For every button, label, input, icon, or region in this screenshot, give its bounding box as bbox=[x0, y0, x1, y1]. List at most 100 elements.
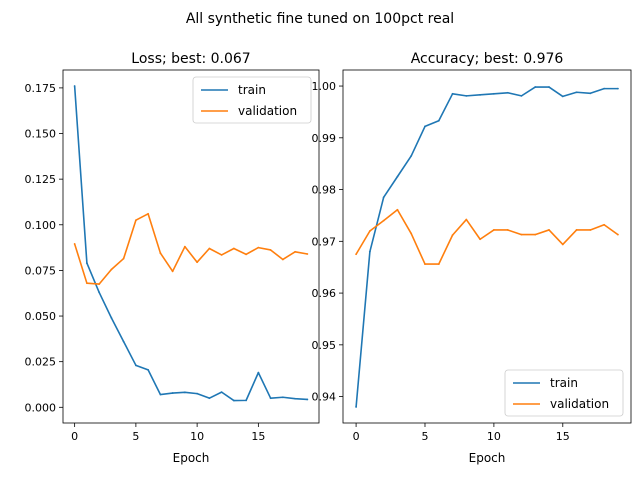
loss-validation-point bbox=[232, 247, 235, 250]
accuracy-train-point bbox=[410, 155, 413, 157]
loss-train-point bbox=[110, 316, 113, 319]
loss-train-point bbox=[134, 364, 137, 367]
loss-train-point bbox=[73, 85, 76, 87]
accuracy-validation-point bbox=[561, 243, 564, 246]
loss-y-tick-label: 0.100 bbox=[25, 219, 57, 232]
accuracy-validation-point bbox=[534, 233, 537, 236]
loss-x-tick-label: 10 bbox=[190, 430, 204, 443]
loss-validation-point bbox=[122, 257, 125, 260]
accuracy-validation-point bbox=[479, 238, 482, 241]
accuracy-series-validation-line bbox=[355, 208, 619, 265]
accuracy-train-point bbox=[561, 95, 564, 98]
loss-y-tick-label: 0.000 bbox=[25, 401, 57, 414]
loss-y-tick-label: 0.125 bbox=[25, 173, 57, 186]
accuracy-train-point bbox=[603, 87, 606, 90]
loss-x-tick-label: 5 bbox=[132, 430, 139, 443]
accuracy-validation-point bbox=[603, 223, 606, 226]
accuracy-y-tick-label: 0.96 bbox=[312, 287, 337, 300]
accuracy-x-axis-label: Epoch bbox=[469, 451, 506, 465]
accuracy-validation-point bbox=[437, 263, 440, 265]
loss-validation-point bbox=[306, 253, 309, 255]
accuracy-x-tick-label: 15 bbox=[556, 430, 570, 443]
loss-legend-label-validation: validation bbox=[238, 104, 297, 118]
loss-train-point bbox=[306, 398, 309, 401]
accuracy-x-tick-label: 5 bbox=[421, 430, 428, 443]
accuracy-train-point bbox=[451, 92, 454, 95]
loss-train-point bbox=[294, 397, 297, 400]
accuracy-y-tick-label: 0.99 bbox=[312, 132, 337, 145]
loss-train-point bbox=[183, 391, 186, 394]
accuracy-validation-point bbox=[589, 229, 592, 231]
loss-validation-point bbox=[294, 250, 297, 253]
loss-train-point bbox=[281, 396, 284, 399]
accuracy-y-tick-label: 0.94 bbox=[312, 391, 337, 404]
loss-validation-point bbox=[73, 243, 76, 245]
accuracy-y-tick-label: 0.98 bbox=[312, 184, 337, 197]
accuracy-train-point bbox=[575, 91, 578, 94]
loss-train-point bbox=[220, 391, 223, 394]
accuracy-validation-point bbox=[355, 253, 357, 256]
loss-validation-point bbox=[98, 283, 101, 285]
accuracy-chart-panel: Accuracy; best: 0.976 0 5 10 15 0.94 0.95 0.96 0… bbox=[312, 51, 632, 465]
loss-legend: train validation bbox=[192, 76, 312, 124]
accuracy-plot-area bbox=[342, 69, 632, 424]
loss-validation-point bbox=[147, 212, 150, 215]
accuracy-validation-point bbox=[465, 218, 468, 221]
accuracy-validation-point bbox=[548, 229, 550, 231]
loss-x-tick-label: 0 bbox=[71, 430, 78, 443]
accuracy-train-point bbox=[479, 93, 482, 96]
loss-x-tick-label: 15 bbox=[251, 430, 265, 443]
accuracy-validation-point bbox=[520, 233, 523, 236]
accuracy-validation-point bbox=[410, 232, 413, 235]
loss-plot-area bbox=[62, 69, 320, 424]
loss-y-tick-label: 0.050 bbox=[25, 310, 57, 323]
figure-suptitle: All synthetic fine tuned on 100pct real bbox=[186, 11, 454, 27]
accuracy-validation-point bbox=[617, 233, 619, 236]
loss-validation-point bbox=[281, 258, 284, 261]
loss-y-tick-label: 0.025 bbox=[25, 356, 57, 369]
loss-train-point bbox=[85, 262, 88, 265]
accuracy-validation-point bbox=[506, 229, 509, 231]
loss-train-point bbox=[171, 392, 174, 394]
accuracy-train-point bbox=[424, 125, 426, 128]
loss-validation-point bbox=[85, 282, 88, 285]
accuracy-legend-label-train: train bbox=[550, 376, 578, 390]
loss-validation-point bbox=[245, 253, 248, 256]
loss-validation-point bbox=[183, 245, 186, 248]
accuracy-validation-point bbox=[451, 234, 454, 237]
loss-train-point bbox=[196, 392, 199, 395]
accuracy-validation-point bbox=[575, 229, 578, 231]
accuracy-series-train-line bbox=[355, 86, 618, 408]
accuracy-legend-label-validation: validation bbox=[550, 397, 609, 411]
loss-x-axis-label: Epoch bbox=[173, 451, 210, 465]
loss-train-point bbox=[269, 397, 272, 400]
loss-train-point bbox=[232, 399, 235, 402]
accuracy-y-tick-label: 0.97 bbox=[312, 235, 337, 248]
accuracy-validation-point bbox=[368, 230, 371, 232]
accuracy-train-point bbox=[534, 86, 537, 88]
accuracy-train-point bbox=[520, 94, 523, 97]
loss-validation-point bbox=[134, 219, 137, 222]
loss-train-point bbox=[257, 371, 260, 374]
loss-validation-point bbox=[208, 247, 211, 250]
accuracy-train-point bbox=[548, 86, 550, 88]
accuracy-train-point bbox=[368, 250, 371, 253]
loss-validation-point bbox=[269, 249, 272, 251]
accuracy-validation-point bbox=[424, 263, 426, 265]
accuracy-train-point bbox=[437, 119, 440, 122]
loss-validation-point bbox=[196, 261, 199, 264]
accuracy-validation-point bbox=[382, 219, 385, 222]
loss-train-point bbox=[98, 291, 101, 294]
accuracy-validation-point bbox=[396, 208, 399, 211]
loss-validation-point bbox=[220, 253, 223, 256]
accuracy-y-tick-label: 0.95 bbox=[312, 339, 337, 352]
loss-train-point bbox=[159, 393, 162, 396]
loss-series-validation-line bbox=[73, 213, 308, 285]
accuracy-chart-title: Accuracy; best: 0.976 bbox=[411, 51, 564, 67]
loss-legend-label-train: train bbox=[238, 83, 266, 97]
loss-train-point bbox=[122, 340, 125, 343]
accuracy-train-point bbox=[382, 196, 385, 199]
loss-train-point bbox=[147, 368, 150, 371]
accuracy-train-point bbox=[492, 92, 495, 95]
